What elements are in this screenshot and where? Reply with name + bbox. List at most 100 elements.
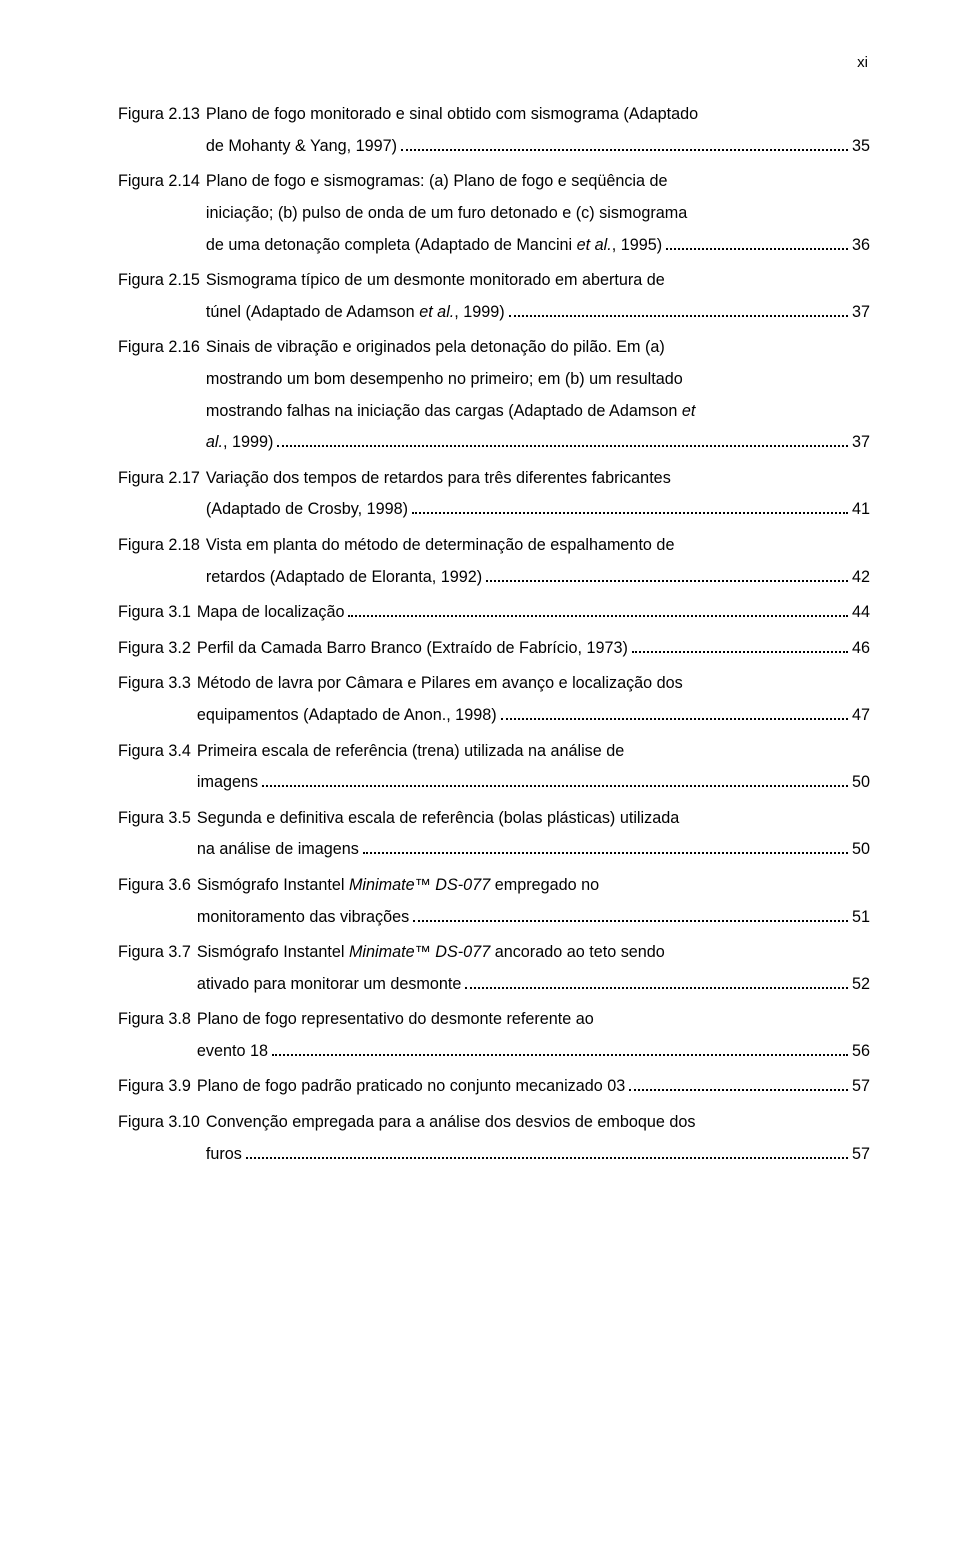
entry-line: mostrando falhas na iniciação das cargas… — [206, 396, 870, 428]
line-text: Plano de fogo e sismogramas: (a) Plano d… — [206, 166, 668, 198]
line-text: furos — [206, 1139, 242, 1171]
list-entry: Figura 3.2Perfil da Camada Barro Branco … — [118, 633, 870, 665]
line-text: de uma detonação completa (Adaptado de M… — [206, 230, 662, 262]
entry-label: Figura 2.18 — [118, 530, 206, 593]
leader-dots — [348, 603, 848, 618]
entry-body: Perfil da Camada Barro Branco (Extraído … — [197, 633, 870, 665]
list-entry: Figura 3.1Mapa de localização44 — [118, 597, 870, 629]
leader-dots — [277, 433, 848, 448]
entry-line: Sismógrafo Instantel Minimate™ DS-077 an… — [197, 937, 870, 969]
leader-dots — [629, 1077, 848, 1092]
entry-label: Figura 3.2 — [118, 633, 197, 665]
entry-line: Sismograma típico de um desmonte monitor… — [206, 265, 870, 297]
entry-label: Figura 3.6 — [118, 870, 197, 933]
line-text: na análise de imagens — [197, 834, 359, 866]
list-entry: Figura 3.8Plano de fogo representativo d… — [118, 1004, 870, 1067]
line-text: Sinais de vibração e originados pela det… — [206, 332, 665, 364]
leader-dots — [401, 136, 848, 151]
page-ref: 50 — [852, 767, 870, 799]
list-entry: Figura 3.4Primeira escala de referência … — [118, 736, 870, 799]
entry-line: Método de lavra por Câmara e Pilares em … — [197, 668, 870, 700]
page-ref: 35 — [852, 131, 870, 163]
entry-body: Plano de fogo e sismogramas: (a) Plano d… — [206, 166, 870, 261]
page-ref: 36 — [852, 230, 870, 262]
line-text: al., 1999) — [206, 427, 274, 459]
entry-line: Plano de fogo e sismogramas: (a) Plano d… — [206, 166, 870, 198]
page-ref: 37 — [852, 427, 870, 459]
line-text: (Adaptado de Crosby, 1998) — [206, 494, 408, 526]
entry-line: Sinais de vibração e originados pela det… — [206, 332, 870, 364]
entry-line: monitoramento das vibrações 51 — [197, 902, 870, 934]
entry-label: Figura 2.17 — [118, 463, 206, 526]
leader-dots — [632, 638, 848, 653]
entry-line: Sismógrafo Instantel Minimate™ DS-077 em… — [197, 870, 870, 902]
entry-line: Mapa de localização44 — [197, 597, 870, 629]
entry-line: Plano de fogo monitorado e sinal obtido … — [206, 99, 870, 131]
leader-dots — [666, 235, 848, 250]
line-text: Primeira escala de referência (trena) ut… — [197, 736, 624, 768]
entry-body: Sismógrafo Instantel Minimate™ DS-077 em… — [197, 870, 870, 933]
page-ref: 51 — [852, 902, 870, 934]
leader-dots — [509, 302, 848, 317]
entry-line: furos 57 — [206, 1139, 870, 1171]
line-text: evento 18 — [197, 1036, 268, 1068]
line-text: Mapa de localização — [197, 597, 345, 629]
line-text: de Mohanty & Yang, 1997) — [206, 131, 397, 163]
leader-dots — [246, 1144, 848, 1159]
list-entry: Figura 2.14Plano de fogo e sismogramas: … — [118, 166, 870, 261]
line-text: retardos (Adaptado de Eloranta, 1992) — [206, 562, 482, 594]
list-entry: Figura 3.3Método de lavra por Câmara e P… — [118, 668, 870, 731]
entry-line: (Adaptado de Crosby, 1998) 41 — [206, 494, 870, 526]
entry-line: evento 1856 — [197, 1036, 870, 1068]
entry-body: Mapa de localização44 — [197, 597, 870, 629]
entry-label: Figura 2.16 — [118, 332, 206, 458]
entry-line: equipamentos (Adaptado de Anon., 1998)47 — [197, 700, 870, 732]
page-ref: 52 — [852, 969, 870, 1001]
page-ref: 46 — [852, 633, 870, 665]
entry-body: Vista em planta do método de determinaçã… — [206, 530, 870, 593]
line-text: mostrando um bom desempenho no primeiro;… — [206, 364, 683, 396]
entry-line: Vista em planta do método de determinaçã… — [206, 530, 870, 562]
leader-dots — [413, 907, 848, 922]
entry-line: Plano de fogo padrão praticado no conjun… — [197, 1071, 870, 1103]
page-ref: 57 — [852, 1139, 870, 1171]
leader-dots — [486, 567, 848, 582]
entry-label: Figura 3.8 — [118, 1004, 197, 1067]
line-text: Método de lavra por Câmara e Pilares em … — [197, 668, 683, 700]
leader-dots — [262, 773, 848, 788]
entry-body: Segunda e definitiva escala de referênci… — [197, 803, 870, 866]
page-ref: 42 — [852, 562, 870, 594]
line-text: monitoramento das vibrações — [197, 902, 409, 934]
page-ref: 50 — [852, 834, 870, 866]
list-entry: Figura 3.6Sismógrafo Instantel Minimate™… — [118, 870, 870, 933]
list-entry: Figura 2.17Variação dos tempos de retard… — [118, 463, 870, 526]
list-entry: Figura 3.7Sismógrafo Instantel Minimate™… — [118, 937, 870, 1000]
entry-line: iniciação; (b) pulso de onda de um furo … — [206, 198, 870, 230]
entry-label: Figura 3.1 — [118, 597, 197, 629]
entry-body: Convenção empregada para a análise dos d… — [206, 1107, 870, 1170]
entry-line: al., 1999) 37 — [206, 427, 870, 459]
entry-body: Plano de fogo monitorado e sinal obtido … — [206, 99, 870, 162]
leader-dots — [363, 840, 848, 855]
line-text: Variação dos tempos de retardos para trê… — [206, 463, 671, 495]
page-number: xi — [118, 48, 870, 77]
leader-dots — [465, 974, 848, 989]
leader-dots — [272, 1041, 848, 1056]
page-ref: 37 — [852, 297, 870, 329]
entry-label: Figura 3.10 — [118, 1107, 206, 1170]
list-entry: Figura 2.16Sinais de vibração e originad… — [118, 332, 870, 458]
entry-body: Variação dos tempos de retardos para trê… — [206, 463, 870, 526]
line-text: Sismógrafo Instantel Minimate™ DS-077 em… — [197, 870, 599, 902]
entry-line: Plano de fogo representativo do desmonte… — [197, 1004, 870, 1036]
entry-label: Figura 2.14 — [118, 166, 206, 261]
list-entry: Figura 2.18Vista em planta do método de … — [118, 530, 870, 593]
line-text: iniciação; (b) pulso de onda de um furo … — [206, 198, 687, 230]
line-text: Plano de fogo representativo do desmonte… — [197, 1004, 594, 1036]
line-text: Plano de fogo padrão praticado no conjun… — [197, 1071, 625, 1103]
entry-line: Variação dos tempos de retardos para trê… — [206, 463, 870, 495]
entry-label: Figura 2.15 — [118, 265, 206, 328]
entry-line: Segunda e definitiva escala de referênci… — [197, 803, 870, 835]
line-text: túnel (Adaptado de Adamson et al., 1999) — [206, 297, 505, 329]
page-ref: 47 — [852, 700, 870, 732]
entry-line: ativado para monitorar um desmonte52 — [197, 969, 870, 1001]
